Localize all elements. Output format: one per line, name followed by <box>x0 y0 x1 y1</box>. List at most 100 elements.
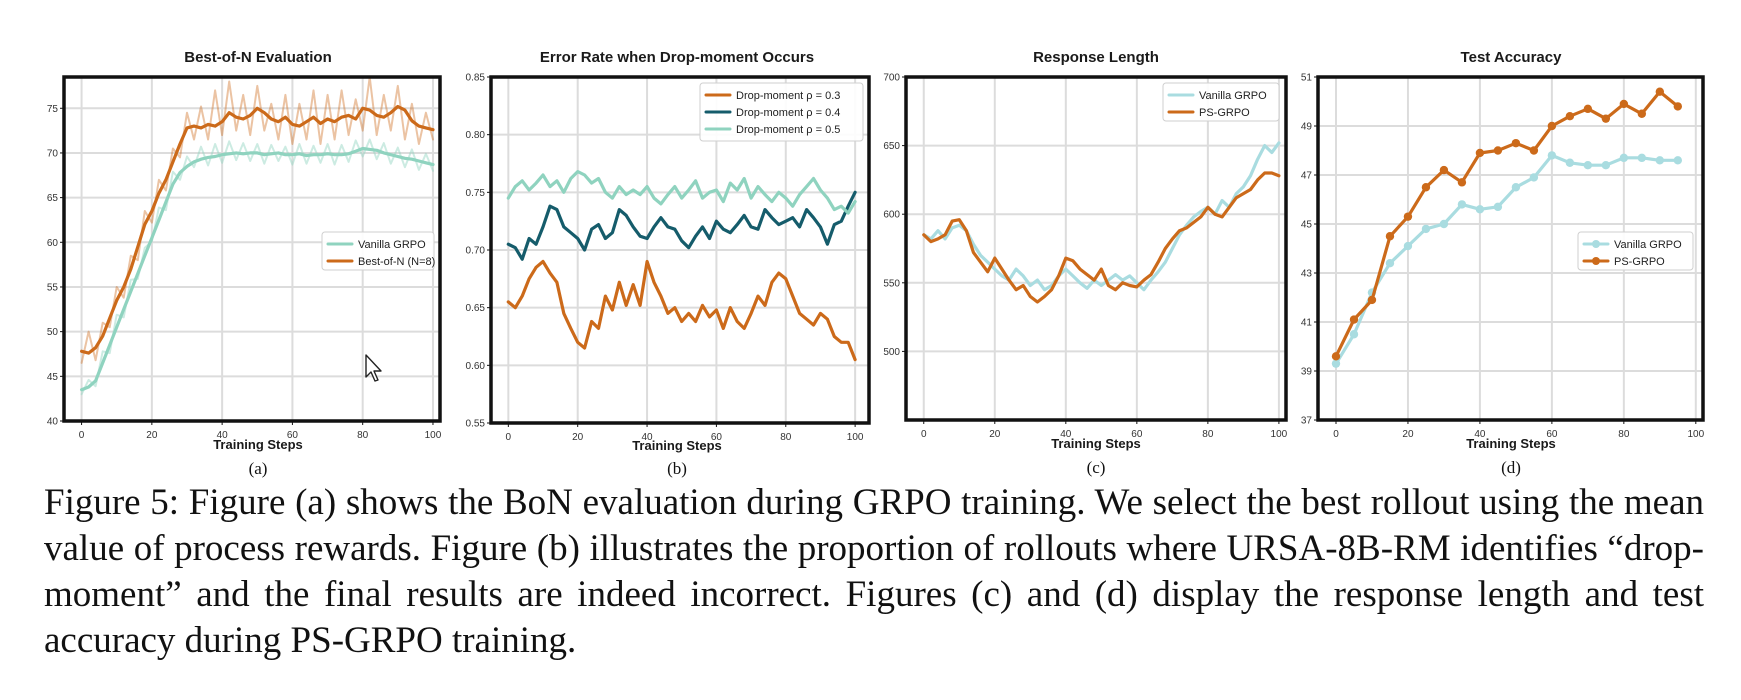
y-tick-label: 75 <box>47 104 59 115</box>
x-tick-label: 80 <box>357 430 369 441</box>
panel-a-sublabel: (a) <box>249 459 268 478</box>
y-tick-label: 600 <box>883 210 900 221</box>
x-tick-label: 60 <box>287 430 299 441</box>
series-line-vanilla-grpo <box>79 146 435 392</box>
panel-d-sublabel: (d) <box>1501 458 1521 477</box>
panel-a-legend: Vanilla GRPO Best-of-N (N=8) <box>321 231 435 271</box>
panel-a: Best-of-N Evaluation 0 20 40 60 80 100 40 45 50 5… <box>47 49 442 478</box>
y-tick-label: 550 <box>883 278 900 289</box>
data-point-ps-grpo <box>1619 99 1629 109</box>
data-point-ps-grpo <box>1565 112 1575 121</box>
x-tick-label: 60 <box>1131 429 1143 440</box>
data-point-ps-grpo <box>1331 352 1341 361</box>
legend-marker <box>1592 257 1600 265</box>
panel-d-series <box>1331 87 1683 368</box>
panel-d-frame <box>1316 75 1705 422</box>
panel-b-sublabel: (b) <box>667 459 687 478</box>
data-point-ps-grpo <box>1529 146 1539 155</box>
data-point-vanilla-grpo <box>1403 241 1413 251</box>
y-tick-label: 60 <box>47 238 59 249</box>
data-point-ps-grpo <box>1511 138 1521 148</box>
panel-d-ticks: 0 20 40 60 80 100 37 39 41 43 45 47 49 51 <box>1301 73 1705 441</box>
panel-b-legend: Drop-moment ρ = 0.3 Drop-moment ρ = 0.4 Dr… <box>699 82 864 142</box>
y-tick-label: 37 <box>1301 416 1313 427</box>
legend-label: Drop-moment ρ = 0.4 <box>736 107 840 119</box>
data-point-vanilla-grpo <box>1457 200 1467 209</box>
panel-c-xlabel: Training Steps <box>1051 436 1141 451</box>
x-tick-label: 0 <box>506 432 512 443</box>
series-line-drop-moment-0-4 <box>506 190 857 261</box>
data-point-ps-grpo <box>1349 315 1359 324</box>
data-point-ps-grpo <box>1673 102 1683 111</box>
data-point-vanilla-grpo <box>1583 161 1593 170</box>
data-point-vanilla-grpo <box>1385 259 1395 268</box>
x-tick-label: 40 <box>1060 429 1072 440</box>
data-point-ps-grpo <box>1439 165 1449 175</box>
y-tick-label: 0.60 <box>466 361 486 372</box>
y-tick-label: 41 <box>1301 318 1313 329</box>
data-point-ps-grpo <box>1385 232 1395 241</box>
panel-a-frame <box>62 75 442 423</box>
y-tick-label: 39 <box>1301 367 1313 378</box>
legend-label: PS-GRPO <box>1614 256 1665 268</box>
x-tick-label: 60 <box>711 432 723 443</box>
x-tick-label: 100 <box>1271 429 1288 440</box>
y-tick-label: 0.75 <box>466 188 486 199</box>
data-point-vanilla-grpo <box>1349 330 1359 339</box>
x-tick-label: 0 <box>79 430 85 441</box>
panel-b-lines <box>506 170 857 362</box>
series-line-best-of-n-n-8 <box>79 104 435 355</box>
x-tick-label: 40 <box>217 430 229 441</box>
data-point-ps-grpo <box>1403 212 1413 221</box>
y-tick-label: 0.85 <box>466 73 486 84</box>
data-point-vanilla-grpo <box>1655 156 1665 165</box>
data-point-ps-grpo <box>1457 178 1467 187</box>
legend-box <box>699 82 864 142</box>
panel-a-series <box>79 77 435 396</box>
data-point-vanilla-grpo <box>1475 205 1485 214</box>
legend-item-ps-grpo: PS-GRPO <box>1582 256 1665 268</box>
y-tick-label: 0.70 <box>466 246 486 257</box>
x-tick-label: 40 <box>1474 429 1486 440</box>
legend-label: Drop-moment ρ = 0.5 <box>736 124 840 136</box>
legend-item-best-of-n-n-8: Best-of-N (N=8) <box>326 256 435 268</box>
panel-b: Error Rate when Drop-moment Occurs 0 20 40… <box>466 49 871 478</box>
data-point-ps-grpo <box>1637 109 1647 118</box>
y-tick-label: 0.55 <box>466 419 486 430</box>
panel-c: Response Length 0 20 40 60 80 100 500 550 600 650… <box>883 49 1288 477</box>
data-point-vanilla-grpo <box>1439 219 1449 229</box>
data-point-vanilla-grpo <box>1601 161 1611 170</box>
legend-label: Vanilla GRPO <box>358 239 426 251</box>
data-point-vanilla-grpo <box>1637 153 1647 163</box>
panel-a-xlabel: Training Steps <box>213 437 303 452</box>
y-tick-label: 700 <box>883 73 900 84</box>
data-point-ps-grpo <box>1475 148 1485 158</box>
panel-d-title: Test Accuracy <box>1461 49 1563 66</box>
data-point-vanilla-grpo <box>1331 359 1341 368</box>
data-point-vanilla-grpo <box>1619 153 1629 163</box>
legend-item-drop-moment-0-4: Drop-moment ρ = 0.4 <box>704 107 840 119</box>
legend-label: Vanilla GRPO <box>1199 90 1267 102</box>
y-tick-label: 47 <box>1301 171 1313 182</box>
data-point-vanilla-grpo <box>1493 202 1503 212</box>
mouse-cursor-icon <box>365 354 382 382</box>
y-tick-label: 50 <box>47 327 59 338</box>
panel-d-lines <box>1331 87 1683 368</box>
x-tick-label: 20 <box>146 430 158 441</box>
data-point-vanilla-grpo <box>1673 156 1683 165</box>
data-point-ps-grpo <box>1367 295 1377 305</box>
y-tick-label: 45 <box>47 372 59 383</box>
panel-c-title: Response Length <box>1033 49 1159 66</box>
panel-c-series <box>922 141 1281 304</box>
panel-d: Test Accuracy 0 20 40 60 80 100 37 39 41 43 45 47 49… <box>1301 49 1705 477</box>
data-point-vanilla-grpo <box>1565 158 1575 167</box>
x-tick-label: 80 <box>780 432 792 443</box>
x-tick-label: 100 <box>847 432 864 443</box>
panel-a-ticks: 0 20 40 60 80 100 40 45 50 55 60 65 70 75 <box>47 104 442 441</box>
panel-c-plot-area <box>906 77 1286 420</box>
panel-b-ticks: 0 20 40 60 80 100 0.55 0.60 0.65 0.70 0.75 0.80 0.85 <box>466 73 864 444</box>
x-tick-label: 80 <box>1202 429 1214 440</box>
y-tick-label: 0.65 <box>466 303 486 314</box>
data-point-vanilla-grpo <box>1511 183 1521 192</box>
